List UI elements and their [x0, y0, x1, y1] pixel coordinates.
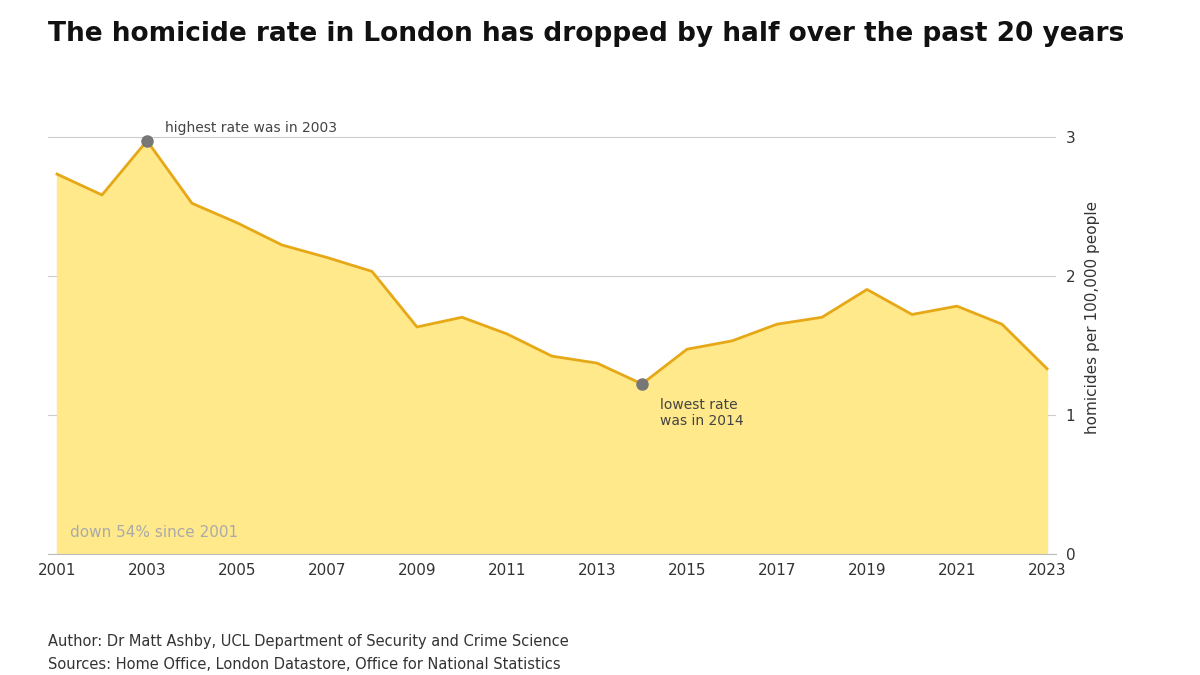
Y-axis label: homicides per 100,000 people: homicides per 100,000 people — [1085, 200, 1099, 434]
Text: Author: Dr Matt Ashby, UCL Department of Security and Crime Science
Sources: Hom: Author: Dr Matt Ashby, UCL Department of… — [48, 634, 569, 672]
Text: highest rate was in 2003: highest rate was in 2003 — [166, 122, 337, 135]
Text: lowest rate
was in 2014: lowest rate was in 2014 — [660, 398, 744, 428]
Text: The homicide rate in London has dropped by half over the past 20 years: The homicide rate in London has dropped … — [48, 21, 1124, 47]
Text: down 54% since 2001: down 54% since 2001 — [71, 524, 239, 539]
